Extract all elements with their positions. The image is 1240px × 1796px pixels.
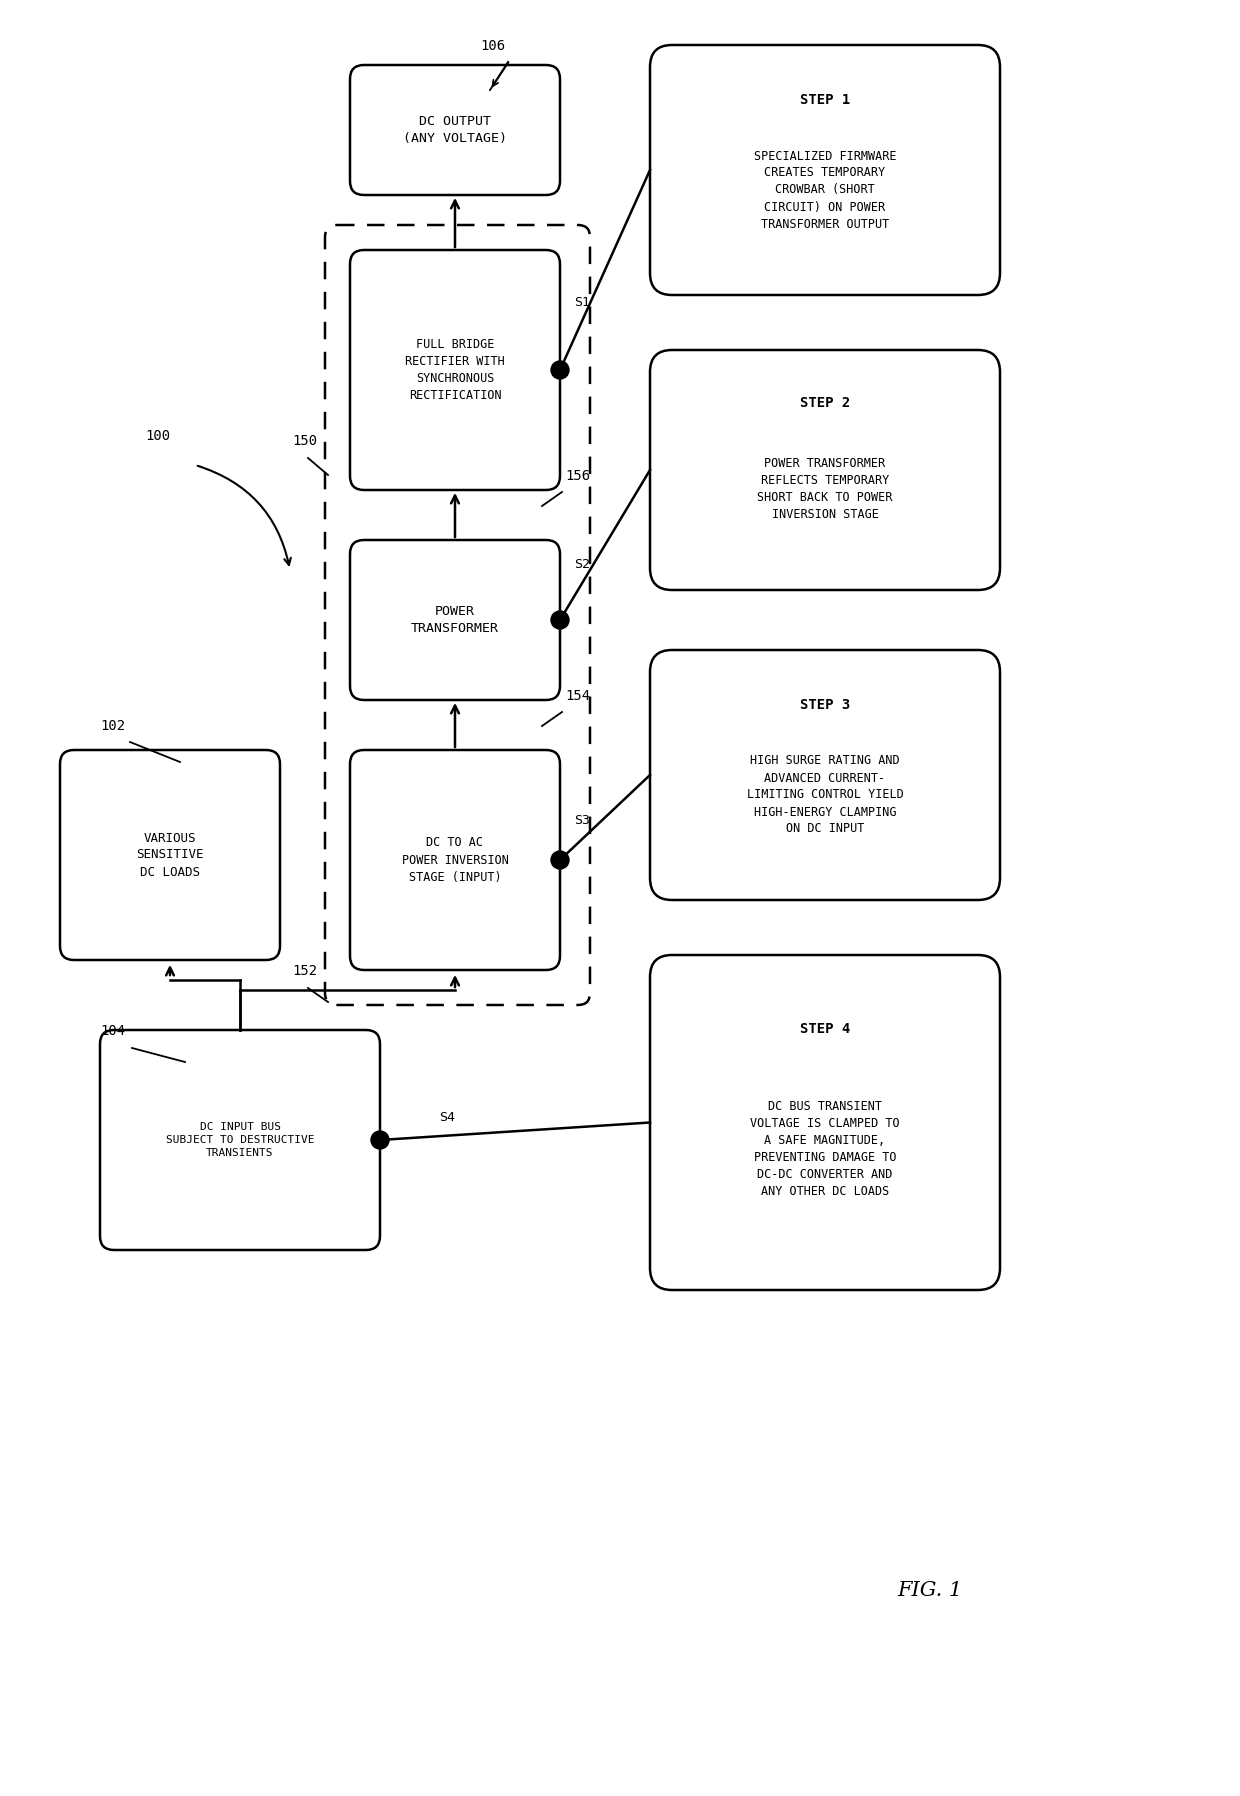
- FancyBboxPatch shape: [100, 1029, 379, 1250]
- Circle shape: [551, 611, 569, 629]
- Text: HIGH SURGE RATING AND
ADVANCED CURRENT-
LIMITING CONTROL YIELD
HIGH-ENERGY CLAMP: HIGH SURGE RATING AND ADVANCED CURRENT- …: [746, 754, 904, 835]
- Text: S1: S1: [574, 296, 590, 309]
- Text: DC TO AC
POWER INVERSION
STAGE (INPUT): DC TO AC POWER INVERSION STAGE (INPUT): [402, 837, 508, 884]
- FancyBboxPatch shape: [350, 65, 560, 196]
- Text: DC INPUT BUS
SUBJECT TO DESTRUCTIVE
TRANSIENTS: DC INPUT BUS SUBJECT TO DESTRUCTIVE TRAN…: [166, 1122, 314, 1158]
- Text: STEP 2: STEP 2: [800, 395, 851, 409]
- Text: VARIOUS
SENSITIVE
DC LOADS: VARIOUS SENSITIVE DC LOADS: [136, 832, 203, 878]
- Text: 102: 102: [100, 718, 125, 733]
- FancyBboxPatch shape: [350, 541, 560, 700]
- Text: S2: S2: [574, 559, 590, 571]
- FancyBboxPatch shape: [350, 250, 560, 490]
- Text: POWER TRANSFORMER
REFLECTS TEMPORARY
SHORT BACK TO POWER
INVERSION STAGE: POWER TRANSFORMER REFLECTS TEMPORARY SHO…: [758, 458, 893, 521]
- Text: 100: 100: [145, 429, 170, 444]
- Text: POWER
TRANSFORMER: POWER TRANSFORMER: [410, 605, 498, 636]
- Text: SPECIALIZED FIRMWARE
CREATES TEMPORARY
CROWBAR (SHORT
CIRCUIT) ON POWER
TRANSFOR: SPECIALIZED FIRMWARE CREATES TEMPORARY C…: [754, 149, 897, 230]
- Circle shape: [551, 361, 569, 379]
- Text: STEP 1: STEP 1: [800, 93, 851, 108]
- FancyBboxPatch shape: [650, 350, 999, 591]
- FancyBboxPatch shape: [650, 45, 999, 295]
- Text: STEP 3: STEP 3: [800, 699, 851, 711]
- Text: DC OUTPUT
(ANY VOLTAGE): DC OUTPUT (ANY VOLTAGE): [403, 115, 507, 145]
- Text: 156: 156: [565, 469, 590, 483]
- Text: 150: 150: [291, 435, 317, 447]
- FancyBboxPatch shape: [650, 955, 999, 1290]
- Text: 152: 152: [291, 964, 317, 979]
- Text: 154: 154: [565, 690, 590, 702]
- Text: S3: S3: [574, 814, 590, 828]
- Text: 104: 104: [100, 1024, 125, 1038]
- Circle shape: [551, 851, 569, 869]
- Text: S4: S4: [439, 1112, 455, 1124]
- FancyBboxPatch shape: [60, 751, 280, 961]
- Text: FIG. 1: FIG. 1: [898, 1580, 962, 1600]
- Text: 106: 106: [480, 40, 505, 54]
- Text: STEP 4: STEP 4: [800, 1022, 851, 1036]
- FancyBboxPatch shape: [650, 650, 999, 900]
- Circle shape: [371, 1131, 389, 1149]
- Text: FULL BRIDGE
RECTIFIER WITH
SYNCHRONOUS
RECTIFICATION: FULL BRIDGE RECTIFIER WITH SYNCHRONOUS R…: [405, 338, 505, 402]
- FancyBboxPatch shape: [350, 751, 560, 970]
- Text: DC BUS TRANSIENT
VOLTAGE IS CLAMPED TO
A SAFE MAGNITUDE,
PREVENTING DAMAGE TO
DC: DC BUS TRANSIENT VOLTAGE IS CLAMPED TO A…: [750, 1101, 900, 1198]
